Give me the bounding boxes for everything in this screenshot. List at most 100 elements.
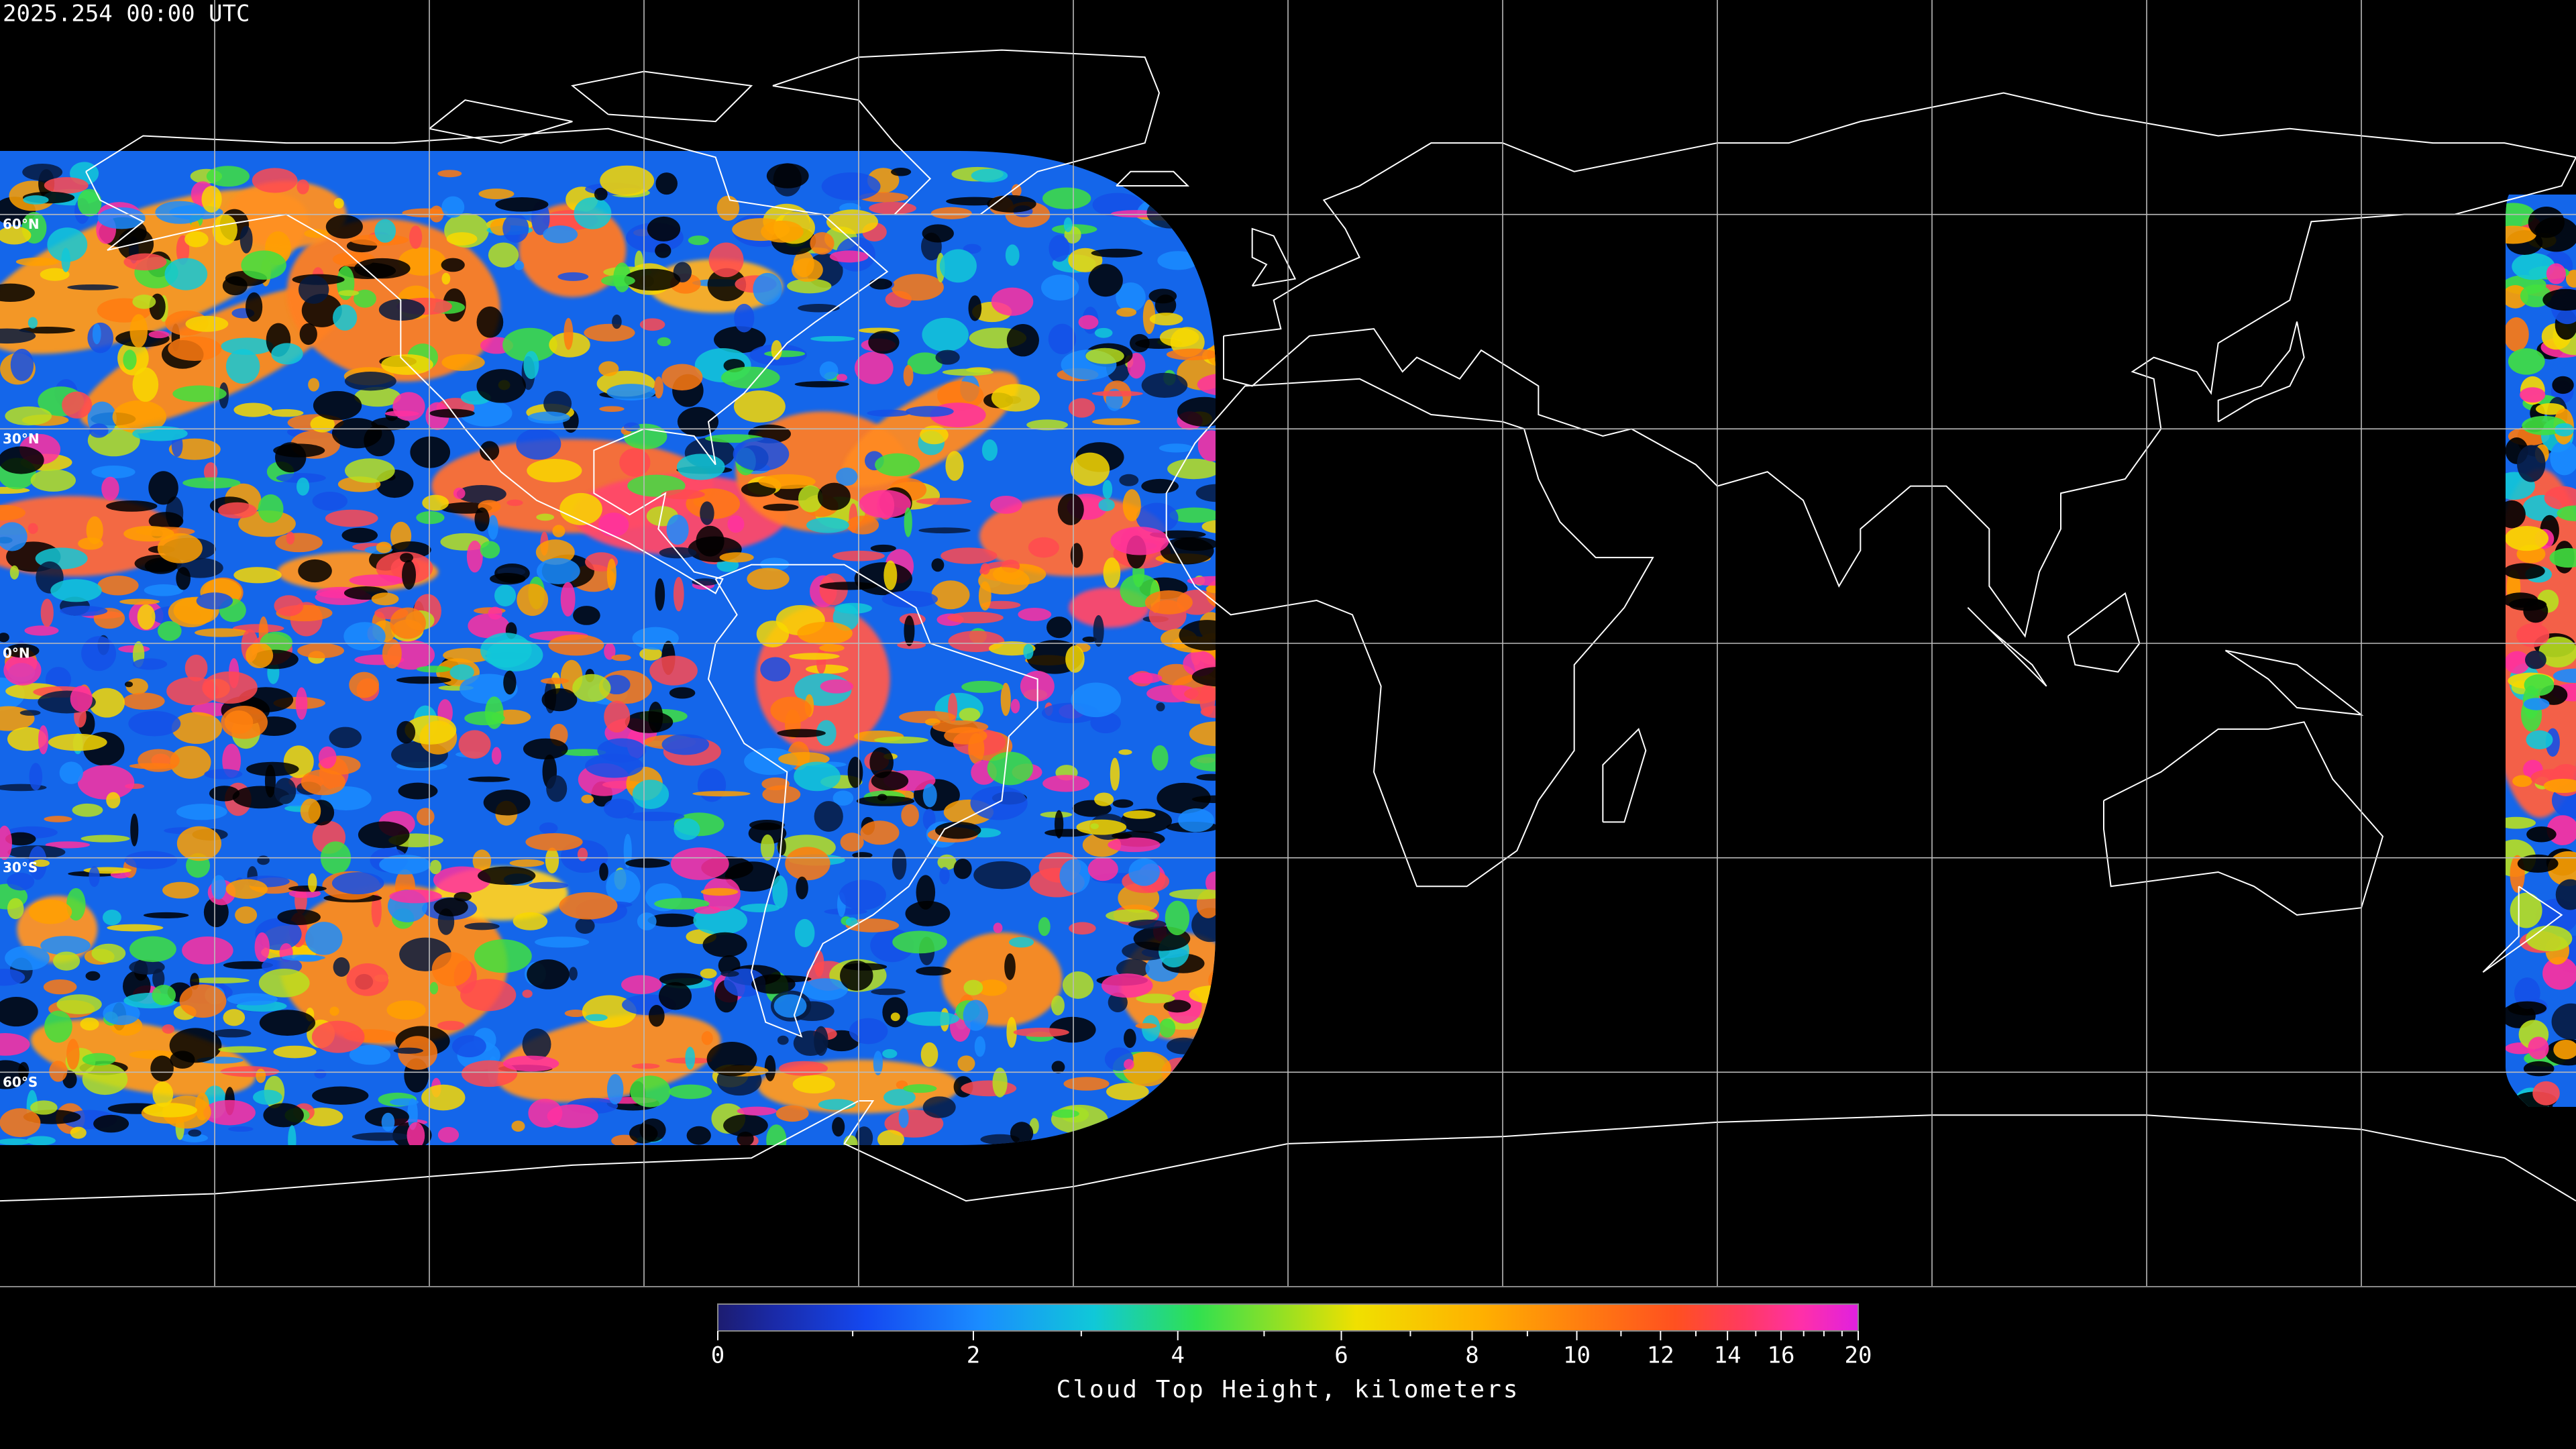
cloud-cell: [1178, 808, 1214, 833]
cloud-cell: [2557, 505, 2576, 521]
cloud-cell: [258, 494, 284, 523]
cloud-cell: [630, 1075, 671, 1108]
cloud-cell: [346, 963, 389, 996]
cloud-cell: [390, 607, 426, 639]
cloud-cell: [854, 352, 894, 384]
cloud-cell: [179, 984, 227, 1018]
cloud-cell: [761, 220, 804, 243]
cloud-cell: [258, 968, 310, 998]
cloud-cell: [62, 391, 93, 419]
cloud-cell: [2505, 525, 2549, 551]
cloud-cell: [606, 558, 616, 591]
cloud-cell: [1094, 792, 1114, 806]
cloud-cell: [854, 562, 912, 596]
cloud-cell: [797, 621, 853, 645]
cloud-cell: [93, 1114, 129, 1133]
cloud-cell: [0, 328, 36, 344]
cloud-cell: [849, 1018, 888, 1044]
cloud-cell: [649, 655, 698, 686]
cloud-cell: [484, 696, 504, 729]
cloud-cell: [1048, 323, 1077, 355]
cloud-cell: [903, 365, 914, 386]
cloud-cell: [1038, 917, 1051, 936]
cloud-cell: [1094, 327, 1113, 338]
cloud-cell: [1063, 1077, 1110, 1091]
cloud-cell: [606, 869, 641, 904]
cloud-cell: [1042, 775, 1090, 792]
cloud-cell: [5, 945, 50, 971]
cloud-cell: [123, 525, 174, 542]
cloud-cell: [129, 1050, 176, 1059]
cloud-cell: [847, 756, 863, 788]
cloud-cell: [541, 688, 578, 712]
cloud-cell: [904, 615, 915, 647]
cloud-cell: [932, 720, 989, 733]
cloud-cell: [341, 527, 378, 543]
cloud-cell: [1102, 480, 1113, 499]
cloud-cell: [601, 275, 635, 286]
cloud-cell: [1071, 682, 1121, 718]
cloud-cell: [871, 771, 909, 791]
cloud-cell: [883, 1089, 916, 1106]
cloud-cell: [45, 841, 91, 849]
cloud-cell: [572, 674, 611, 702]
cloud-cell: [212, 214, 237, 246]
colorbar-tick-label: 2: [967, 1342, 980, 1369]
cloud-cell: [449, 664, 474, 680]
cloud-cell: [548, 634, 604, 656]
cloud-cell: [922, 784, 937, 808]
cloud-cell: [777, 729, 826, 738]
cloud-cell: [354, 386, 401, 407]
cloud-cell: [733, 437, 790, 472]
cloud-cell: [48, 733, 107, 751]
cloud-cell: [0, 969, 25, 986]
cloud-cell: [978, 567, 1030, 595]
lat-label: 30°S: [3, 859, 38, 875]
cloud-cell: [523, 351, 539, 380]
cloud-cell: [152, 968, 165, 989]
cloud-cell: [407, 1098, 418, 1130]
cloud-cell: [882, 997, 908, 1028]
cloud-cell: [1166, 348, 1219, 361]
cloud-cell: [343, 622, 386, 651]
cloud-cell: [43, 979, 77, 995]
cloud-cell: [905, 900, 951, 926]
cloud-cell: [354, 258, 411, 279]
cloud-cell: [947, 611, 1004, 624]
cloud-cell: [963, 1000, 989, 1031]
cloud-cell: [1091, 418, 1140, 425]
cloud-cell: [474, 939, 532, 973]
cloud-cell: [2508, 348, 2545, 375]
cloud-cell: [398, 782, 438, 800]
cloud-cell: [458, 730, 491, 759]
cloud-cell: [176, 804, 227, 820]
cloud-cell: [516, 428, 561, 460]
cloud-cell: [514, 260, 525, 270]
cloud-cell: [2553, 668, 2576, 684]
cloud-cell: [2516, 445, 2546, 482]
cloud-cell: [0, 1060, 28, 1089]
cloud-cell: [2504, 563, 2545, 580]
cloud-cell: [1090, 712, 1121, 734]
cloud-cell: [1065, 645, 1085, 673]
lat-label: 60°N: [3, 216, 40, 232]
cloud-cell: [5, 643, 40, 658]
cloud-cell: [906, 1011, 960, 1026]
cloud-cell: [706, 1042, 757, 1077]
cloud-cell: [961, 1080, 1017, 1097]
cloud-cell: [128, 710, 181, 737]
cloud-cell: [647, 913, 697, 927]
cloud-cell: [59, 761, 83, 784]
cloud-cell: [132, 294, 156, 309]
cloud-cell: [694, 906, 721, 914]
cloud-cell: [252, 168, 298, 193]
cloud-cell: [806, 517, 849, 533]
cloud-cell: [819, 361, 839, 380]
cloud-cell: [441, 258, 465, 272]
cloud-cell: [77, 765, 135, 800]
cloud-cell: [1119, 474, 1139, 486]
cloud-cell: [379, 855, 431, 875]
cloud-cell: [2523, 1061, 2555, 1077]
cloud-cell: [468, 613, 510, 639]
